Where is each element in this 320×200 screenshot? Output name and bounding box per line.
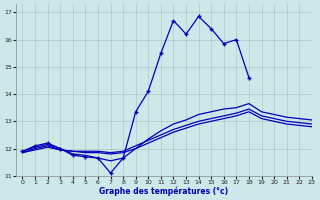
- X-axis label: Graphe des températures (°c): Graphe des températures (°c): [100, 186, 228, 196]
